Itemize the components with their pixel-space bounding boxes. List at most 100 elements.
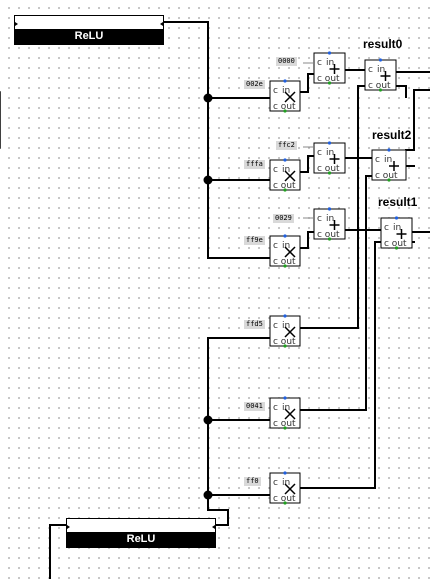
multiplier-block[interactable]: c in c out (269, 396, 301, 430)
plus-icon (396, 229, 407, 239)
pin-marker (327, 237, 332, 241)
pin-marker (283, 158, 287, 162)
svg-text:c out: c out (317, 74, 340, 84)
pin-marker (394, 246, 399, 250)
wire (299, 241, 382, 489)
pin-marker (327, 141, 332, 145)
svg-text:c: c (273, 478, 278, 488)
constant-value[interactable]: ffd5 (244, 320, 265, 329)
junction-dot (203, 415, 213, 425)
svg-text:in: in (326, 148, 334, 158)
relu-label: ReLU (15, 29, 163, 44)
svg-text:c out: c out (273, 494, 296, 504)
svg-text:in: in (282, 478, 290, 488)
svg-text:in: in (393, 223, 401, 233)
multiply-icon (284, 326, 296, 338)
svg-text:c out: c out (317, 230, 340, 240)
svg-text:in: in (282, 165, 290, 175)
wire (299, 155, 315, 173)
register-block[interactable]: c in c out (364, 58, 397, 92)
pin-marker (283, 471, 287, 475)
svg-text:c: c (317, 58, 322, 68)
wire (405, 89, 430, 151)
pin-marker (378, 58, 383, 62)
input-pin (15, 22, 18, 26)
constant-value[interactable]: ffc2 (276, 141, 297, 150)
pin-marker (283, 234, 287, 238)
svg-text:c out: c out (317, 164, 340, 174)
register-label: result1 (378, 195, 418, 209)
pin-marker (327, 81, 332, 85)
pin-marker (283, 396, 287, 400)
relu-label: ReLU (67, 532, 215, 547)
multiplier-block[interactable]: c in c out (269, 158, 301, 192)
svg-text:in: in (377, 65, 385, 75)
svg-text:in: in (282, 403, 290, 413)
wire (299, 85, 366, 329)
svg-text:c out: c out (273, 337, 296, 347)
svg-text:c: c (384, 223, 389, 233)
multiplier-block[interactable]: c in c out (269, 471, 301, 505)
constant-value[interactable]: fffa (244, 160, 265, 169)
wire (299, 73, 315, 93)
pin-marker (327, 207, 332, 211)
wire (207, 494, 229, 526)
svg-text:c: c (273, 321, 278, 331)
constant-value[interactable]: 0000 (276, 57, 297, 66)
adder-block[interactable]: c in c out (313, 141, 346, 175)
svg-text:c out: c out (273, 257, 296, 267)
junction-dot (203, 93, 213, 103)
svg-text:c out: c out (273, 181, 296, 191)
junction-dot (203, 490, 213, 500)
constant-value[interactable]: 0029 (273, 214, 294, 223)
register-label: result0 (363, 37, 403, 51)
multiplier-block[interactable]: c in c out (269, 314, 301, 348)
svg-text:c out: c out (273, 419, 296, 429)
multiplier-block[interactable]: c in c out (269, 79, 301, 113)
svg-text:c out: c out (368, 81, 391, 91)
multiply-icon (284, 246, 296, 258)
constant-value[interactable]: 002e (244, 80, 265, 89)
svg-text:in: in (282, 86, 290, 96)
output-pin (212, 525, 215, 529)
pin-marker (283, 109, 287, 113)
svg-text:in: in (282, 241, 290, 251)
svg-text:c: c (273, 165, 278, 175)
wire (395, 85, 407, 98)
multiply-icon (284, 91, 296, 103)
svg-text:c: c (375, 155, 380, 165)
svg-text:c: c (368, 65, 373, 75)
register-block[interactable]: c in c out (371, 148, 407, 182)
pin-marker (394, 216, 399, 220)
output-pin (160, 22, 163, 26)
junction-dot (203, 175, 213, 185)
relu-block-bottom[interactable]: ReLU (66, 518, 216, 548)
constant-value[interactable]: 0041 (244, 402, 265, 411)
pin-marker (378, 88, 383, 92)
constant-value[interactable]: ff9e (244, 236, 265, 245)
multiply-icon (284, 170, 296, 182)
multiplier-block[interactable]: c in c out (269, 234, 301, 268)
constant-value[interactable]: ff0 (244, 477, 261, 486)
relu-block-top[interactable]: ReLU (14, 15, 164, 45)
multiply-icon (284, 408, 296, 420)
svg-text:c out: c out (384, 239, 407, 249)
plus-icon (389, 161, 399, 171)
pin-marker (283, 344, 287, 348)
register-block[interactable]: c in c out (380, 216, 413, 250)
pin-marker (283, 79, 287, 83)
pin-marker (327, 171, 332, 175)
wire (299, 175, 373, 411)
adder-block[interactable]: c in c out (313, 207, 346, 241)
pin-marker (327, 51, 332, 55)
pin-marker (387, 178, 391, 182)
adder-block[interactable]: c in c out (313, 51, 346, 85)
svg-text:in: in (326, 58, 334, 68)
plus-icon (329, 220, 340, 230)
input-pin (67, 525, 70, 529)
svg-text:c out: c out (375, 171, 398, 181)
register-label: result2 (372, 128, 412, 142)
multiply-icon (284, 483, 296, 495)
